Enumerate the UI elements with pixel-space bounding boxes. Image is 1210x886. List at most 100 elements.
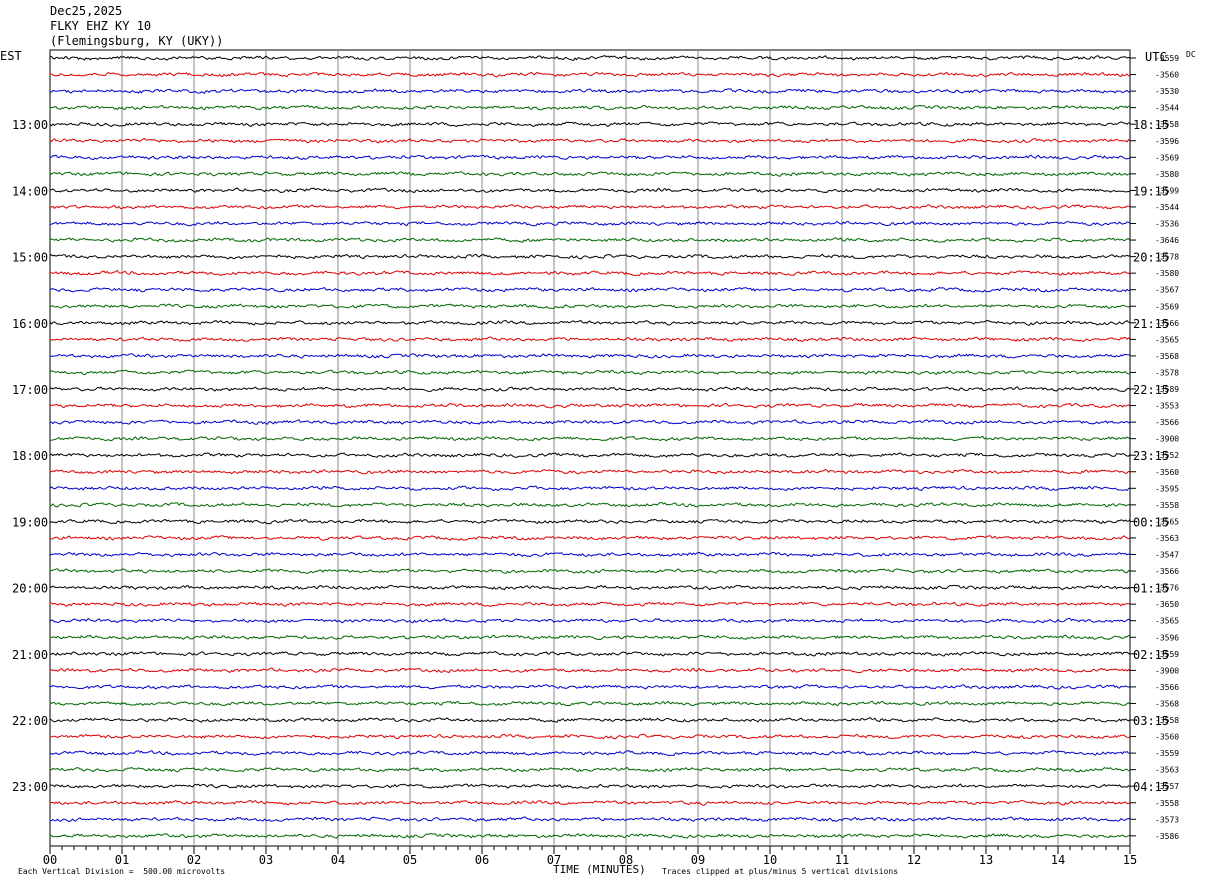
x-axis-title: TIME (MINUTES) (553, 863, 646, 876)
x-tick-label: 15 (1123, 853, 1137, 867)
dc-offset-label: -3596 (1155, 633, 1179, 642)
dc-offset-label: -3569 (1155, 153, 1179, 162)
utc-hour-label: 18:15 (1133, 118, 1169, 132)
dc-offset-label: -3544 (1155, 104, 1179, 113)
trace-line (49, 138, 1131, 144)
dc-offset-label: -3560 (1155, 71, 1179, 80)
trace-line (49, 88, 1131, 94)
dc-offset-label: -3559 (1155, 749, 1179, 758)
trace-line (49, 419, 1131, 425)
trace-line (49, 336, 1131, 342)
est-hour-label: 22:00 (12, 714, 48, 728)
utc-hour-label: 21:15 (1133, 317, 1169, 331)
x-tick-label: 06 (475, 853, 489, 867)
x-tick-label: 10 (763, 853, 777, 867)
est-hour-label: 16:00 (12, 317, 48, 331)
est-hour-label: 18:00 (12, 449, 48, 463)
dc-offset-label: -3559 (1155, 650, 1179, 659)
est-hour-label: 14:00 (12, 184, 48, 198)
dc-offset-label: -3530 (1155, 87, 1179, 96)
dc-offset-label: -3553 (1155, 402, 1179, 411)
trace-line (49, 518, 1131, 525)
dc-offset-label: -3566 (1155, 319, 1179, 328)
trace-line (49, 270, 1131, 277)
trace-line (49, 204, 1131, 210)
trace-line (49, 121, 1131, 128)
utc-hour-label: 00:15 (1133, 515, 1169, 529)
trace-line (49, 568, 1131, 574)
trace-line (49, 170, 1131, 177)
trace-line (49, 750, 1131, 757)
est-hour-label: 15:00 (12, 251, 48, 265)
dc-offset-label: -3563 (1155, 766, 1179, 775)
dc-offset-label: -3558 (1155, 120, 1179, 129)
dc-offset-label: -3558 (1155, 799, 1179, 808)
x-tick-label: 08 (619, 853, 633, 867)
est-hour-label: 19:00 (12, 515, 48, 529)
dc-offset-label: -3589 (1155, 385, 1179, 394)
est-hour-label: 21:00 (12, 648, 48, 662)
trace-line (49, 435, 1131, 442)
trace-line (49, 287, 1131, 293)
footer-clip-note: Traces clipped at plus/minus 5 vertical … (662, 867, 899, 876)
trace-line (49, 237, 1131, 243)
dc-offset-label: -3560 (1155, 468, 1179, 477)
trace-line (49, 55, 1131, 61)
trace-line (49, 700, 1131, 707)
x-tick-label: 14 (1051, 853, 1065, 867)
est-hour-label: 20:00 (12, 582, 48, 596)
trace-line (49, 71, 1131, 78)
trace-line (49, 766, 1131, 773)
x-tick-label: 12 (907, 853, 921, 867)
dc-offset-label: -3567 (1155, 286, 1179, 295)
dc-offset-label: -3580 (1155, 170, 1179, 179)
trace-line (49, 833, 1131, 839)
x-tick-label: 05 (403, 853, 417, 867)
dc-offset-label: -3558 (1155, 716, 1179, 725)
dc-offset-label: -3568 (1155, 352, 1179, 361)
plot-date: Dec25,2025 (50, 4, 123, 18)
trace-line (49, 634, 1131, 641)
utc-hour-label: 19:15 (1133, 184, 1169, 198)
x-tick-label: 09 (691, 853, 705, 867)
trace-line (49, 584, 1131, 591)
est-hour-label: 17:00 (12, 383, 48, 397)
trace-line (49, 319, 1131, 326)
x-tick-label: 00 (43, 853, 57, 867)
dc-offset-label: -3565 (1155, 517, 1179, 526)
dc-offset-label: -3565 (1155, 335, 1179, 344)
utc-axis-title: UTC (1145, 50, 1167, 64)
dc-offset-label: -3559 (1155, 54, 1179, 63)
trace-line (49, 353, 1131, 359)
trace-line (49, 717, 1131, 723)
x-tick-label: 13 (979, 853, 993, 867)
dc-offset-label: -3566 (1155, 567, 1179, 576)
trace-line (49, 816, 1131, 823)
utc-hour-label: 02:15 (1133, 648, 1169, 662)
dc-offset-label: -3568 (1155, 699, 1179, 708)
utc-hour-label: 04:15 (1133, 780, 1169, 794)
trace-line (49, 551, 1131, 558)
trace-line (49, 253, 1131, 260)
trace-line (49, 452, 1131, 459)
trace-line (49, 601, 1131, 607)
dc-offset-label: -3573 (1155, 815, 1179, 824)
dc-offset-label: -3566 (1155, 418, 1179, 427)
dc-offset-label: -3563 (1155, 534, 1179, 543)
trace-line (49, 617, 1131, 624)
x-tick-label: 03 (259, 853, 273, 867)
footer-scale-note: Each Vertical Division = 500.00 microvol… (18, 867, 226, 876)
dc-offset-label: -3580 (1155, 269, 1179, 278)
dc-offset-label: -3547 (1155, 551, 1179, 560)
trace-line (49, 220, 1131, 227)
trace-line (49, 684, 1131, 690)
x-tick-label: 04 (331, 853, 345, 867)
dc-offset-label: -3552 (1155, 451, 1179, 460)
x-tick-label: 01 (115, 853, 129, 867)
dc-offset-label: -3900 (1155, 435, 1179, 444)
trace-line (49, 386, 1131, 393)
dc-offset-label: -3900 (1155, 666, 1179, 675)
utc-hour-label: 22:15 (1133, 383, 1169, 397)
trace-line (49, 303, 1131, 310)
